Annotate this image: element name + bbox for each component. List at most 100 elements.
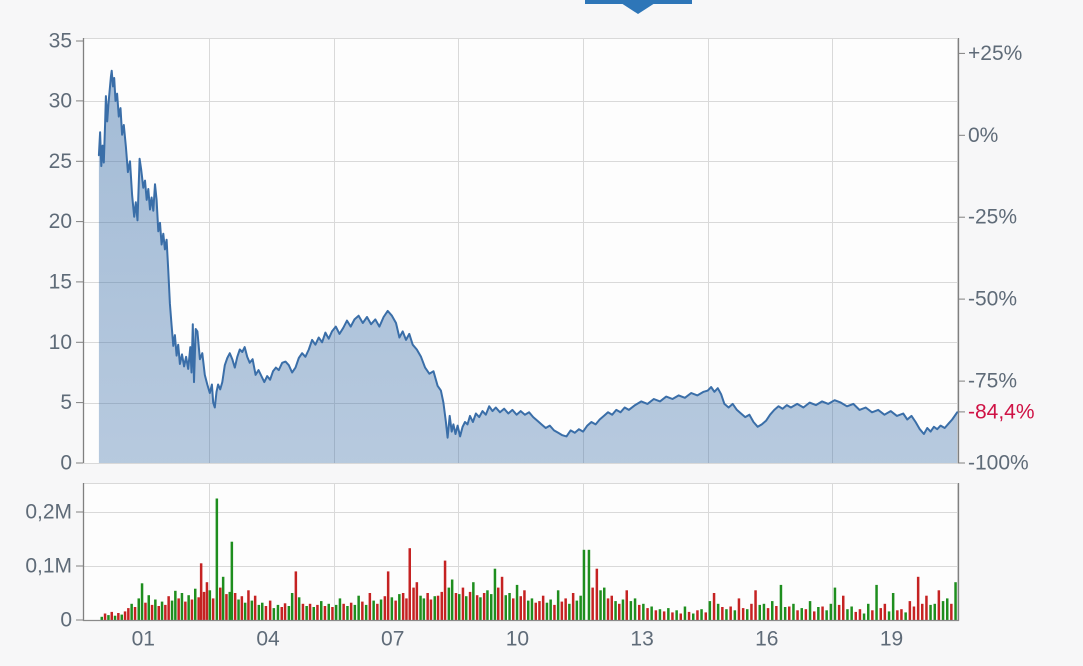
volume-bar-up xyxy=(486,590,489,620)
volume-bar-up xyxy=(215,498,219,620)
volume-bar-up xyxy=(850,606,853,620)
volume-bar-up xyxy=(599,590,602,620)
percent-axis-label: +25% xyxy=(968,42,1022,65)
volume-bar-down xyxy=(127,608,130,620)
volume-bar-up xyxy=(327,603,330,620)
volume-bar-up xyxy=(667,608,670,620)
volume-bar-down xyxy=(500,576,504,620)
volume-bar-up xyxy=(490,594,493,620)
volume-bar-down xyxy=(225,594,228,620)
volume-bar-up xyxy=(692,613,695,620)
volume-bar-up xyxy=(346,606,349,620)
volume-bar-down xyxy=(202,591,206,620)
volume-bar-down xyxy=(426,593,429,620)
current-change-label: -84,4% xyxy=(968,400,1035,423)
volume-bar-up xyxy=(650,606,653,620)
volume-bar-up xyxy=(941,601,945,620)
volume-bar-up xyxy=(137,598,140,620)
volume-bar-up xyxy=(147,595,150,620)
price-y-axis-left: 0 5 10 15 20 25 30 35 xyxy=(49,30,83,475)
volume-bar-down xyxy=(177,598,180,620)
volume-bar-down xyxy=(696,610,699,620)
x-axis-label: 13 xyxy=(630,628,653,651)
volume-bar-up xyxy=(100,616,103,620)
volume-bar-down xyxy=(184,601,187,620)
volume-bar-up xyxy=(817,607,820,620)
volume-bar-down xyxy=(687,611,691,620)
x-axis-label: 01 xyxy=(132,628,155,651)
volume-bar-down xyxy=(606,598,610,620)
volume-bar-down xyxy=(436,595,440,620)
volume-bar-up xyxy=(230,541,234,620)
volume-bar-down xyxy=(519,596,522,620)
volume-bar-up xyxy=(545,602,549,620)
volume-bars xyxy=(100,498,957,620)
volume-bar-down xyxy=(247,590,250,620)
volume-bar-up xyxy=(954,582,957,620)
percent-axis-label: -100% xyxy=(968,452,1029,475)
volume-bar-up xyxy=(746,609,749,620)
volume-bar-down xyxy=(837,604,841,620)
volume-bar-up xyxy=(867,603,870,620)
price-area-series xyxy=(98,70,958,463)
volume-bar-up xyxy=(140,583,144,620)
volume-bar-down xyxy=(858,609,862,620)
volume-bar-down xyxy=(475,595,479,620)
volume-bar-down xyxy=(654,610,658,620)
x-axis-label: 10 xyxy=(506,628,529,651)
volume-bar-down xyxy=(679,613,682,620)
volume-bar-down xyxy=(150,604,154,620)
volume-bar-down xyxy=(541,595,545,620)
volume-bar-down xyxy=(280,607,283,620)
volume-bar-up xyxy=(250,600,254,620)
volume-bar-down xyxy=(394,600,397,620)
volume-bar-down xyxy=(821,606,824,620)
volume-bar-down xyxy=(741,608,745,620)
volume-bar-up xyxy=(762,603,766,620)
volume-bar-down xyxy=(190,599,194,620)
volume-bar-up xyxy=(527,600,530,620)
volume-bar-up xyxy=(107,615,110,620)
volume-bar-up xyxy=(792,603,795,620)
price-axis-label: 0 xyxy=(60,452,72,475)
volume-bar-down xyxy=(157,606,160,620)
volume-bar-up xyxy=(725,609,728,620)
x-axis-label: 04 xyxy=(256,628,280,651)
volume-bar-down xyxy=(412,587,415,620)
volume-bar-up xyxy=(556,590,560,620)
price-axis-label: 20 xyxy=(49,210,72,233)
volume-bar-down xyxy=(854,611,857,620)
volume-bar-down xyxy=(788,606,791,620)
volume-bar-down xyxy=(482,593,486,620)
volume-bar-up xyxy=(808,601,812,620)
volume-bar-down xyxy=(646,608,649,620)
volume-bar-down xyxy=(925,595,928,620)
volume-bar-down xyxy=(591,587,594,620)
volume-bar-up xyxy=(862,613,866,620)
volume-bar-up xyxy=(582,549,586,620)
volume-bar-down xyxy=(737,598,741,620)
volume-bar-up xyxy=(708,601,712,620)
volume-bar-up xyxy=(353,604,357,620)
volume-bar-up xyxy=(875,584,878,620)
volume-bar-up xyxy=(929,604,932,620)
volume-bar-down xyxy=(671,612,674,620)
volume-bar-down xyxy=(144,602,147,620)
volume-bar-down xyxy=(937,590,941,620)
volume-bar-down xyxy=(610,595,613,620)
volume-bar-down xyxy=(538,601,541,620)
volume-bar-up xyxy=(629,601,633,620)
volume-bar-down xyxy=(316,604,319,620)
volume-bar-up xyxy=(187,595,190,620)
volume-bar-down xyxy=(301,603,305,620)
volume-bar-up xyxy=(276,604,280,620)
volume-bar-down xyxy=(164,604,167,620)
volume-bar-up xyxy=(614,601,617,620)
volume-bar-down xyxy=(440,591,443,620)
volume-bar-up xyxy=(450,579,454,620)
volume-bar-down xyxy=(729,606,732,620)
volume-bar-up xyxy=(194,588,197,620)
volume-bar-up xyxy=(621,599,625,620)
x-axis-label: 19 xyxy=(880,628,903,651)
volume-bar-up xyxy=(783,607,787,620)
